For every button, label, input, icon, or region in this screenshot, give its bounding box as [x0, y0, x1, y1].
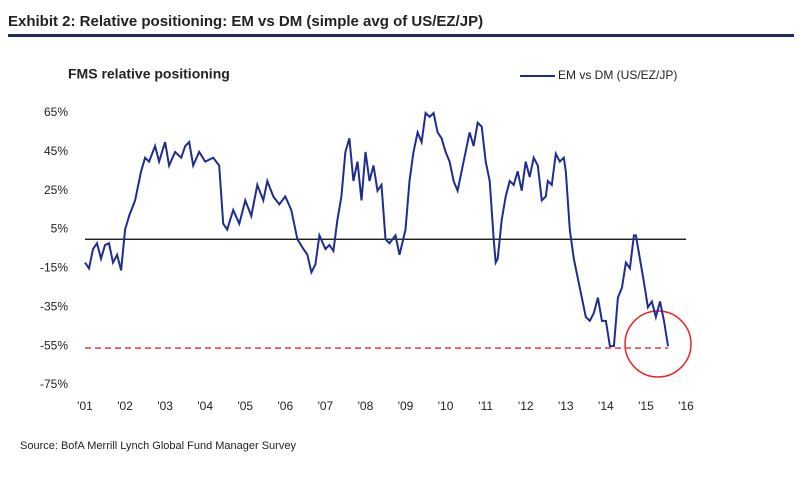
x-tick-label: '07: [318, 399, 334, 413]
source: Source: BofA Merrill Lynch Global Fund M…: [20, 440, 296, 452]
x-tick-label: '02: [117, 399, 133, 413]
x-tick-label: '01: [77, 399, 93, 413]
y-tick-label: -15%: [40, 261, 68, 275]
y-tick-label: 5%: [51, 222, 69, 236]
x-tick-label: '09: [398, 399, 414, 413]
y-tick-label: -55%: [40, 338, 68, 352]
x-tick-label: '15: [638, 399, 654, 413]
x-tick-label: '16: [678, 399, 694, 413]
x-tick-label: '05: [237, 399, 253, 413]
chart-subtitle: FMS relative positioning: [68, 66, 230, 82]
y-tick-label: 25%: [44, 183, 68, 197]
x-tick-label: '04: [197, 399, 213, 413]
title-rule: [8, 34, 794, 37]
chart-title: Exhibit 2: Relative positioning: EM vs D…: [8, 13, 483, 30]
highlight-circle: [624, 310, 692, 378]
series-line: [84, 110, 669, 348]
x-tick-label: '14: [598, 399, 614, 413]
x-tick-label: '12: [518, 399, 534, 413]
x-tick-label: '06: [278, 399, 294, 413]
x-tick-label: '11: [478, 399, 493, 413]
y-tick-label: 45%: [44, 144, 68, 158]
x-tick-label: '10: [438, 399, 454, 413]
y-tick-label: -75%: [40, 377, 68, 391]
x-tick-label: '13: [558, 399, 574, 413]
y-tick-label: 65%: [44, 105, 68, 119]
legend-label: EM vs DM (US/EZ/JP): [558, 68, 677, 82]
x-tick-label: '03: [157, 399, 173, 413]
x-tick-label: '08: [358, 399, 374, 413]
y-tick-label: -35%: [40, 299, 68, 313]
